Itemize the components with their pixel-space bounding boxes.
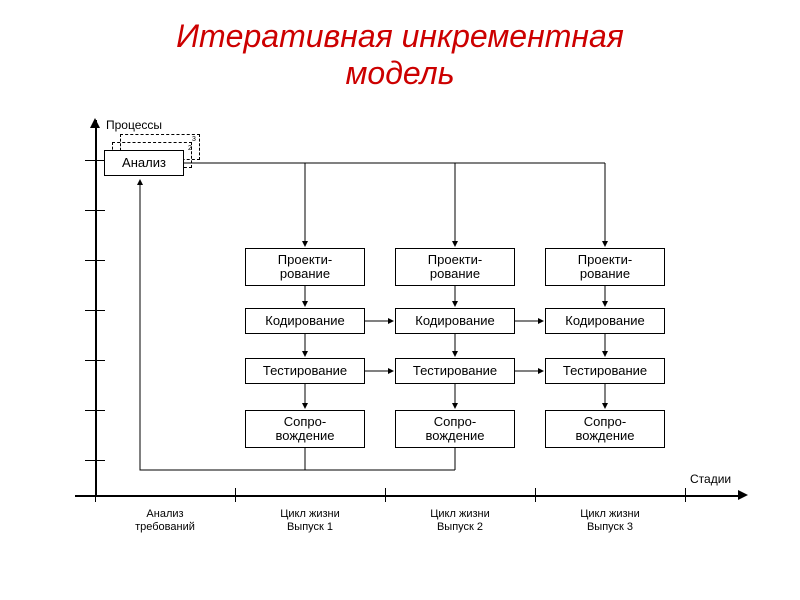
title-line1: Итеративная инкрементная bbox=[176, 18, 624, 54]
page-title: Итеративная инкрементная модель bbox=[0, 0, 800, 92]
title-line2: модель bbox=[345, 55, 454, 91]
connector-lines bbox=[40, 120, 760, 570]
diagram-area: Процессы Стадии Анализтребований Цикл жи… bbox=[40, 120, 760, 570]
